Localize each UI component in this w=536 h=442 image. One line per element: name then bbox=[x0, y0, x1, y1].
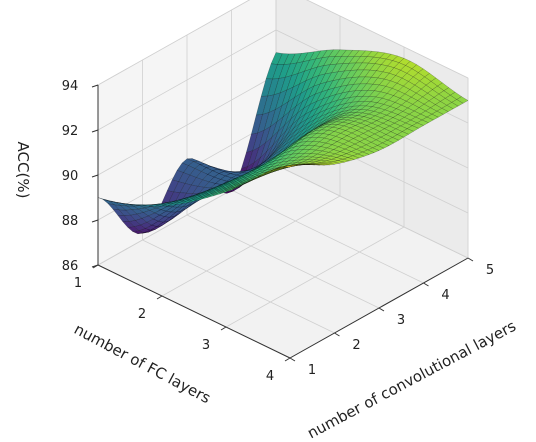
x-tick-label: 1 bbox=[74, 276, 82, 291]
y-tick-label: 1 bbox=[308, 363, 316, 378]
z-tick-mark bbox=[91, 174, 99, 178]
x-tick-label: 4 bbox=[266, 369, 274, 384]
surface-facet bbox=[446, 102, 459, 110]
surface-facet bbox=[332, 160, 345, 164]
surface-facet bbox=[456, 96, 469, 104]
x-tick-label: 3 bbox=[202, 338, 210, 353]
z-axis-label: ACC(%) bbox=[14, 142, 32, 199]
y-tick-mark bbox=[378, 307, 385, 312]
y-tick-mark bbox=[334, 332, 340, 337]
z-tick-label: 86 bbox=[62, 259, 79, 274]
y-tick-label: 2 bbox=[352, 338, 360, 353]
y-tick-label: 4 bbox=[441, 288, 449, 303]
surface-facet bbox=[308, 164, 320, 166]
y-tick-mark bbox=[467, 257, 474, 262]
x-axis-line bbox=[97, 264, 291, 359]
surface-facet bbox=[352, 153, 365, 159]
surface-facet bbox=[421, 116, 434, 123]
z-tick-label: 92 bbox=[62, 124, 79, 139]
surface-facet bbox=[367, 147, 380, 153]
z-tick-mark bbox=[91, 219, 99, 223]
y-tick-mark bbox=[289, 357, 296, 362]
z-tick-label: 94 bbox=[62, 79, 79, 94]
surface-facet bbox=[396, 131, 410, 138]
x-tick-mark bbox=[156, 295, 163, 300]
surface-facet bbox=[441, 105, 454, 112]
x-axis-label: number of convolutional layers bbox=[304, 317, 519, 442]
gridline-z bbox=[97, 0, 469, 86]
surface-mesh bbox=[97, 49, 469, 235]
z-tick-mark bbox=[91, 84, 99, 88]
z-tick-mark bbox=[91, 129, 99, 133]
surface-facet bbox=[313, 164, 325, 166]
y-axis-label: number of FC layers bbox=[71, 320, 214, 407]
y-tick-label: 5 bbox=[486, 263, 494, 278]
y-tick-label: 3 bbox=[397, 313, 405, 328]
surface-facet bbox=[283, 165, 295, 168]
z-tick-label: 90 bbox=[62, 169, 79, 184]
z-tick-label: 88 bbox=[62, 214, 79, 229]
x-tick-label: 2 bbox=[138, 307, 146, 322]
x-tick-mark bbox=[284, 357, 291, 362]
tick-labels: 1 2 3 4 1 2 3 4 5 86 88 90 92 94 bbox=[62, 79, 494, 384]
z-tick-mark bbox=[91, 264, 99, 268]
x-tick-mark bbox=[220, 326, 227, 331]
surface-facet bbox=[416, 119, 429, 126]
y-tick-mark bbox=[423, 282, 429, 287]
